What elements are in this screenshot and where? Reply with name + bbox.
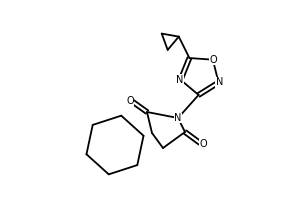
Text: O: O <box>209 55 217 65</box>
Text: N: N <box>176 75 183 85</box>
Text: O: O <box>126 96 134 106</box>
Text: N: N <box>216 77 223 87</box>
Text: N: N <box>174 113 182 123</box>
Text: O: O <box>199 139 207 149</box>
